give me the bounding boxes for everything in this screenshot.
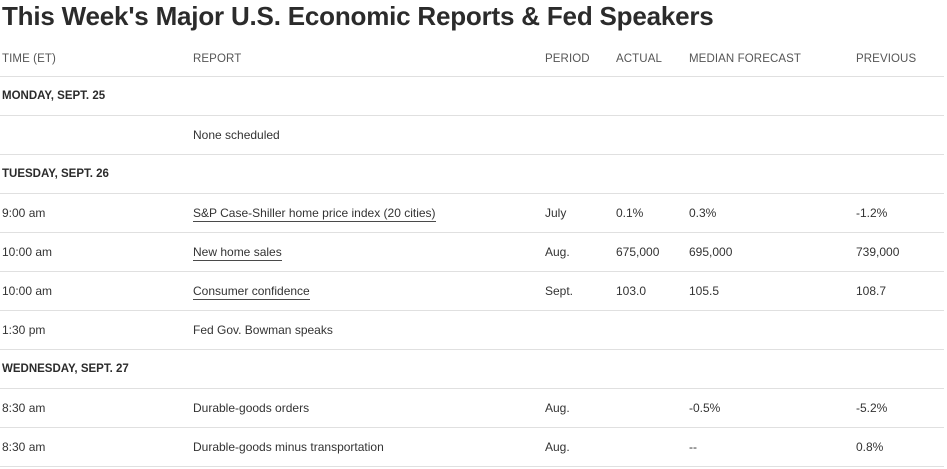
- column-header-time: TIME (ET): [0, 42, 191, 77]
- time-cell: 1:30 pm: [0, 310, 191, 350]
- day-header-row: TUESDAY, SEPT. 26: [0, 154, 944, 194]
- report-cell: Fed Gov. Bowman speaks: [191, 310, 543, 350]
- previous-cell: -5.2%: [854, 388, 944, 428]
- page-title: This Week's Major U.S. Economic Reports …: [2, 1, 714, 31]
- table-row: 1:30 pm Fed Gov. Bowman speaks: [0, 310, 944, 350]
- report-link[interactable]: Consumer confidence: [193, 284, 310, 300]
- previous-cell: 0.8%: [854, 427, 944, 467]
- time-cell: 8:30 am: [0, 388, 191, 428]
- actual-cell: [614, 115, 687, 155]
- report-cell: Durable-goods minus transportation: [191, 427, 543, 467]
- day-label: WEDNESDAY, SEPT. 27: [0, 349, 944, 389]
- previous-cell: [854, 310, 944, 350]
- report-cell: Durable-goods orders: [191, 388, 543, 428]
- previous-cell: -1.2%: [854, 193, 944, 233]
- report-cell: Consumer confidence: [191, 271, 543, 311]
- column-header-median-forecast: MEDIAN FORECAST: [687, 42, 854, 77]
- median-forecast-cell: [687, 115, 854, 155]
- actual-cell: [614, 427, 687, 467]
- actual-cell: 0.1%: [614, 193, 687, 233]
- period-cell: [543, 115, 614, 155]
- median-forecast-cell: [687, 310, 854, 350]
- time-cell: 9:00 am: [0, 193, 191, 233]
- day-label: MONDAY, SEPT. 25: [0, 76, 944, 116]
- table-row: 9:00 am S&P Case-Shiller home price index…: [0, 193, 944, 233]
- report-cell: S&P Case-Shiller home price index (20 ci…: [191, 193, 543, 233]
- median-forecast-cell: -0.5%: [687, 388, 854, 428]
- table-row: None scheduled: [0, 115, 944, 155]
- table-row: 8:30 am Durable-goods orders Aug. -0.5% -5.2…: [0, 388, 944, 428]
- actual-cell: 103.0: [614, 271, 687, 311]
- day-label: TUESDAY, SEPT. 26: [0, 154, 944, 194]
- day-header-row: WEDNESDAY, SEPT. 27: [0, 349, 944, 389]
- median-forecast-cell: 0.3%: [687, 193, 854, 233]
- median-forecast-cell: 105.5: [687, 271, 854, 311]
- median-forecast-cell: 695,000: [687, 232, 854, 272]
- column-header-period: PERIOD: [543, 42, 614, 77]
- period-cell: [543, 310, 614, 350]
- previous-cell: 739,000: [854, 232, 944, 272]
- report-cell: New home sales: [191, 232, 543, 272]
- table-row: 10:00 am Consumer confidence Sept. 103.0 105…: [0, 271, 944, 311]
- actual-cell: [614, 310, 687, 350]
- period-cell: July: [543, 193, 614, 233]
- previous-cell: [854, 115, 944, 155]
- period-cell: Aug.: [543, 427, 614, 467]
- time-cell: 8:30 am: [0, 427, 191, 467]
- header-row: TIME (ET) REPORT PERIOD ACTUAL MEDIAN FO…: [0, 42, 944, 77]
- period-cell: Aug.: [543, 388, 614, 428]
- table-row: 8:30 am Durable-goods minus transportatio…: [0, 427, 944, 467]
- report-link[interactable]: New home sales: [193, 245, 282, 261]
- report-link[interactable]: S&P Case-Shiller home price index (20 ci…: [193, 206, 436, 222]
- day-header-row: MONDAY, SEPT. 25: [0, 76, 944, 116]
- period-cell: Aug.: [543, 232, 614, 272]
- time-cell: [0, 115, 191, 155]
- median-forecast-cell: --: [687, 427, 854, 467]
- time-cell: 10:00 am: [0, 271, 191, 311]
- column-header-report: REPORT: [191, 42, 543, 77]
- previous-cell: 108.7: [854, 271, 944, 311]
- table-body: MONDAY, SEPT. 25 None scheduled TUESDAY, S…: [0, 76, 944, 467]
- actual-cell: 675,000: [614, 232, 687, 272]
- actual-cell: [614, 388, 687, 428]
- time-cell: 10:00 am: [0, 232, 191, 272]
- column-header-actual: ACTUAL: [614, 42, 687, 77]
- table-row: 10:00 am New home sales Aug. 675,000 695,000…: [0, 232, 944, 272]
- period-cell: Sept.: [543, 271, 614, 311]
- report-cell: None scheduled: [191, 115, 543, 155]
- column-header-previous: PREVIOUS: [854, 42, 944, 77]
- economic-calendar-table: TIME (ET) REPORT PERIOD ACTUAL MEDIAN FO…: [0, 42, 944, 467]
